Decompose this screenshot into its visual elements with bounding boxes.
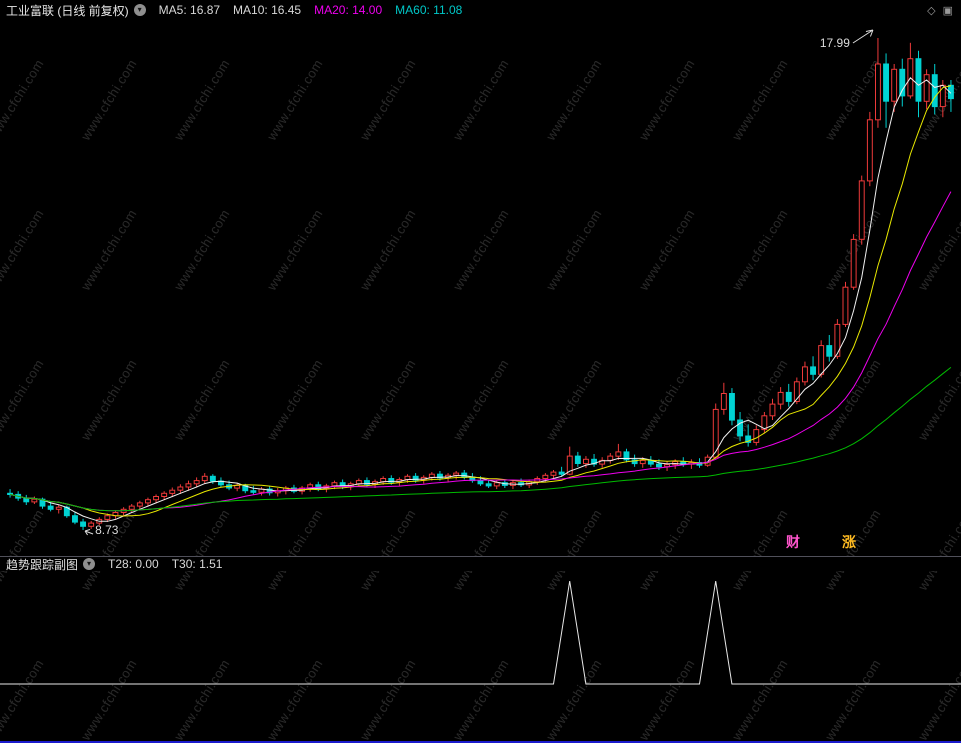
sub-indicator-title: 趋势跟踪副图 [6, 557, 79, 572]
window-controls: ◇ ▣ [927, 4, 953, 17]
t30-value: T30: 1.51 [171, 557, 223, 571]
ma20-line [9, 191, 952, 512]
sub-panel-collapse-icon[interactable]: ▾ [83, 558, 96, 570]
panel-layout-icon[interactable]: ▣ [942, 4, 953, 17]
diamond-icon[interactable]: ◇ [927, 4, 936, 17]
low-arrow [84, 529, 94, 536]
stock-title: 工业富联 (日线 前复权) [6, 3, 129, 18]
ma10-line [9, 85, 952, 517]
high-price-label: 17.99 [820, 36, 850, 50]
candlestick-chart: 17.99 8.73 [7, 29, 954, 537]
bottom-border [0, 741, 961, 743]
candles [7, 38, 954, 530]
main-chart-header: 工业富联 (日线 前复权) ▾ MA5: 16.87 MA10: 16.45 M… [0, 0, 961, 20]
ma60-line [9, 367, 952, 512]
main-panel-collapse-icon[interactable]: ▾ [133, 4, 146, 16]
ma10-value: MA10: 16.45 [233, 3, 302, 17]
signal-chart [0, 581, 961, 685]
overlay-text-cai[interactable]: 财 [786, 534, 800, 550]
signal-line [0, 581, 961, 685]
overlay-text-zhang[interactable]: 涨 [842, 534, 856, 550]
t28-value: T28: 0.00 [108, 557, 159, 571]
panel-divider [0, 556, 961, 557]
ma5-line [9, 77, 952, 522]
ma5-value: MA5: 16.87 [158, 3, 221, 17]
high-arrow [852, 29, 874, 44]
ma60-value: MA60: 11.08 [395, 3, 463, 17]
sub-chart-header: 趋势跟踪副图 ▾ T28: 0.00 T30: 1.51 [0, 557, 961, 572]
sub-chart-area[interactable] [0, 571, 961, 741]
main-chart-area[interactable]: 17.99 8.73 财 涨 [0, 20, 961, 556]
ma20-value: MA20: 14.00 [314, 3, 383, 17]
low-price-label: 8.73 [95, 523, 119, 537]
